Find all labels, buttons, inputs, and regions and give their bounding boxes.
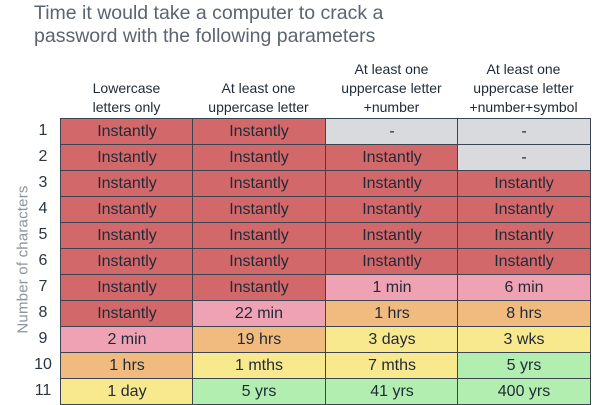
table-cell: 22 min — [192, 300, 326, 327]
row-label: 5 — [38, 226, 48, 243]
table-cell: Instantly — [325, 222, 459, 249]
column-header-line: At least one — [221, 80, 296, 96]
table-cell: 1 min — [325, 274, 459, 301]
column-header-line: +number — [363, 99, 420, 115]
chart-title: Time it would take a computer to crack a… — [34, 2, 574, 48]
table-cell: Instantly — [325, 144, 459, 171]
table-cell: Instantly — [60, 170, 194, 197]
table-cell: 19 hrs — [192, 326, 326, 353]
table-cell: Instantly — [60, 118, 194, 145]
column-header-line: uppercase letter — [473, 80, 574, 96]
table-cell: 1 mths — [192, 352, 326, 379]
table-cell: Instantly — [192, 144, 326, 171]
column-header-line: letters only — [92, 99, 161, 115]
table-cell: Instantly — [192, 222, 326, 249]
table-cell: - — [457, 144, 591, 171]
table-cell: - — [457, 118, 591, 145]
table-cell: 3 days — [325, 326, 459, 353]
table-cell: 2 min — [60, 326, 194, 353]
table-cell: Instantly — [192, 274, 326, 301]
table-cell: 8 hrs — [457, 300, 591, 327]
table-cell: Instantly — [60, 222, 194, 249]
column-header-line: At least one — [486, 61, 561, 77]
column-header-line: uppercase letter — [341, 80, 442, 96]
table-cell: Instantly — [457, 196, 591, 223]
table-cell: Instantly — [325, 248, 459, 275]
row-label: 9 — [38, 330, 48, 347]
column-header-line: Lowercase — [92, 80, 161, 96]
table-cell: Instantly — [457, 222, 591, 249]
table-cell: 6 min — [457, 274, 591, 301]
table-cell: 400 yrs — [457, 378, 591, 405]
column-header-line: +number+symbol — [469, 99, 578, 115]
row-label: 2 — [38, 148, 48, 165]
table-cell: Instantly — [192, 170, 326, 197]
table-cell: Instantly — [325, 196, 459, 223]
table-cell: Instantly — [457, 248, 591, 275]
table-cell: Instantly — [60, 248, 194, 275]
row-label: 6 — [38, 252, 48, 269]
table-cell: Instantly — [60, 300, 194, 327]
table-cell: 1 day — [60, 378, 194, 405]
chart-title-line-1: Time it would take a computer to crack a — [34, 2, 384, 24]
row-label: 10 — [34, 356, 52, 373]
table-cell: 1 hrs — [325, 300, 459, 327]
row-label: 4 — [38, 200, 48, 217]
column-header-1: Lowercase letters only — [60, 60, 193, 118]
column-header-line: At least one — [354, 61, 429, 77]
chart-title-line-2: password with the following parameters — [34, 25, 376, 47]
table-cell: 3 wks — [457, 326, 591, 353]
table-cell: 1 hrs — [60, 352, 194, 379]
column-header-line: uppercase letter — [208, 99, 309, 115]
table-cell: Instantly — [60, 196, 194, 223]
table-cell: Instantly — [325, 170, 459, 197]
row-label: 8 — [38, 304, 48, 321]
table-cell: 5 yrs — [192, 378, 326, 405]
table-cell: 5 yrs — [457, 352, 591, 379]
row-label: 1 — [38, 122, 48, 139]
y-axis-label-text: Number of characters — [14, 184, 32, 334]
table-cell: 7 mths — [325, 352, 459, 379]
column-header-2: At least one uppercase letter — [192, 60, 325, 118]
row-label: 7 — [38, 278, 48, 295]
row-label: 3 — [38, 174, 48, 191]
column-header-4: At least one uppercase letter +number+symb… — [457, 60, 590, 118]
table-cell: Instantly — [192, 248, 326, 275]
table-cell: Instantly — [192, 196, 326, 223]
table-cell: Instantly — [192, 118, 326, 145]
column-header-3: At least one uppercase letter +number — [325, 60, 458, 118]
table-cell: Instantly — [457, 170, 591, 197]
table-cell: Instantly — [60, 274, 194, 301]
table-cell: - — [325, 118, 459, 145]
table-cell: Instantly — [60, 144, 194, 171]
row-label: 11 — [34, 382, 52, 399]
table-cell: 41 yrs — [325, 378, 459, 405]
